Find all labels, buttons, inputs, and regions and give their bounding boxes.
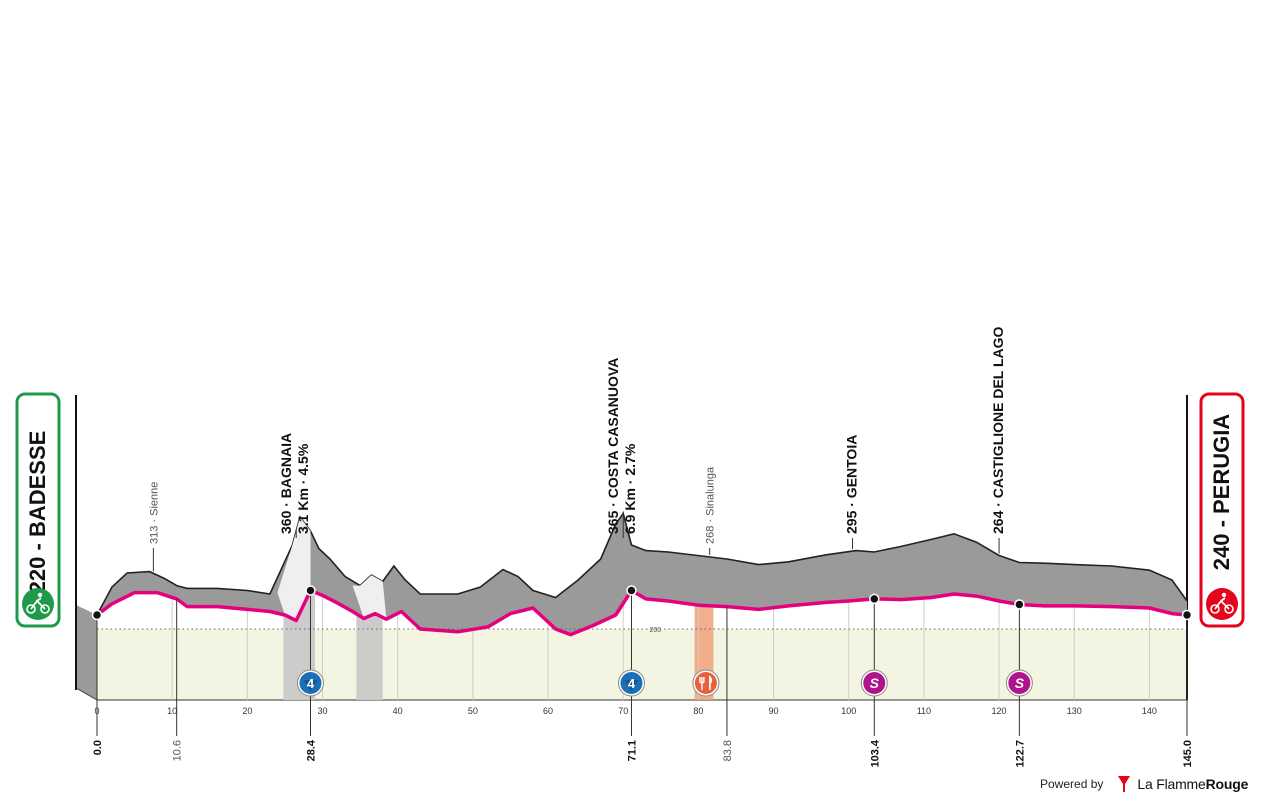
profile-ridge-line [96, 511, 1188, 616]
top-label-4: 295 · GENTOIA [843, 435, 859, 534]
climb-triangle-0 [303, 680, 318, 691]
knife-glyph-2 [709, 675, 713, 690]
climb-triangle-1 [624, 680, 639, 691]
climb-band-1 [356, 613, 383, 700]
la-flamme-rouge-logo-icon [1118, 776, 1131, 792]
bottom-km-label-7: 145.0 [1182, 740, 1194, 768]
fork-glyph-2 [699, 677, 705, 690]
km-tick-label: 80 [693, 706, 703, 716]
bottom-km-label-0: 0.0 [92, 740, 104, 755]
profile-layer [96, 511, 1188, 635]
top-label-sub-1: 3.1 Km · 4.5% [295, 443, 311, 534]
brand-light: La Flamme [1137, 776, 1206, 792]
waypoint-dot-4 [1014, 599, 1025, 610]
finish-cyclist-icon [1206, 588, 1238, 620]
profile-side [76, 605, 97, 700]
km-tick-label: 110 [917, 706, 931, 716]
km-tick-label: 40 [393, 706, 403, 716]
start-panel-frame [15, 392, 61, 628]
base-bottom-edge [75, 687, 98, 701]
top-label-1: 360 · BAGNAIA [278, 433, 294, 534]
km-tick-label: 10 [167, 706, 177, 716]
finish-panel: 240 - PERUGIA [1199, 392, 1245, 628]
waypoint-dot-1 [305, 585, 316, 596]
top-label-5: 264 · CASTIGLIONE DEL LAGO [990, 326, 1006, 534]
top-label-sub-2: 6.9 Km · 2.7% [622, 443, 638, 534]
top-label-3: 268 · Sinalunga [705, 466, 717, 544]
bottom-km-label-3: 71.1 [626, 740, 638, 761]
climb-face-bagnaia [277, 517, 311, 621]
finish-panel-frame [1199, 392, 1245, 628]
bottom-km-label-4: 83.8 [722, 740, 734, 761]
km-tick-label: 70 [618, 706, 628, 716]
profile-band [97, 513, 1187, 635]
top-label-2: 365 · COSTA CASANUOVA [605, 358, 621, 534]
km-tick-label: 130 [1067, 706, 1082, 716]
bottom-km-label-2: 28.4 [305, 739, 317, 761]
powered-by-text: Powered by [1040, 777, 1104, 791]
km-tick-label: 100 [841, 706, 856, 716]
km-tick-label: 90 [769, 706, 779, 716]
climb-category-label-0: 4 [307, 676, 315, 691]
waypoint-dot-2 [626, 585, 637, 596]
km-tick-label: 20 [242, 706, 252, 716]
finish-label: 240 - PERUGIA [1209, 414, 1234, 571]
km-tick-label: 50 [468, 706, 478, 716]
waypoint-dot-0 [91, 609, 103, 621]
climb-category-label-1: 4 [628, 676, 636, 691]
route-layer [95, 588, 1188, 637]
reference-altitude-label: 200 [650, 627, 662, 634]
powered-by-footer: Powered by La FlammeRouge [1040, 772, 1260, 796]
bottom-km-label-1: 10.6 [172, 740, 184, 761]
climb-face-second [352, 575, 387, 620]
sprint-badge-3 [863, 672, 886, 694]
bottom-km-label-5: 103.4 [869, 739, 881, 767]
sprint-label-4: S [1015, 675, 1025, 691]
start-label: 220 - BADESSE [25, 431, 50, 594]
start-cyclist-icon [22, 588, 54, 620]
km-tick-label: 140 [1142, 706, 1157, 716]
waypoint-dot-5 [1181, 609, 1193, 621]
brand-bold: Rouge [1205, 776, 1249, 792]
bottom-km-label-6: 122.7 [1014, 740, 1026, 768]
brand-name: La FlammeRouge [1137, 776, 1248, 792]
km-tick-label: 30 [318, 706, 328, 716]
feed-badge-2 [694, 672, 717, 694]
route-line [95, 588, 1188, 637]
top-label-0: 313 · Sienne [148, 482, 160, 544]
marker-layer: 4 4 S S [91, 585, 1193, 697]
waypoint-dot-3 [869, 593, 880, 605]
label-layer: 313 · Sienne 360 · BAGNAIA 3.1 Km · 4.5% 36… [92, 326, 1194, 767]
km-tick-label: 120 [992, 706, 1007, 716]
km-tick-label: 60 [543, 706, 553, 716]
sprint-label-3: S [870, 675, 880, 691]
start-panel: 220 - BADESSE [15, 392, 61, 628]
sprint-badge-4 [1008, 672, 1031, 694]
